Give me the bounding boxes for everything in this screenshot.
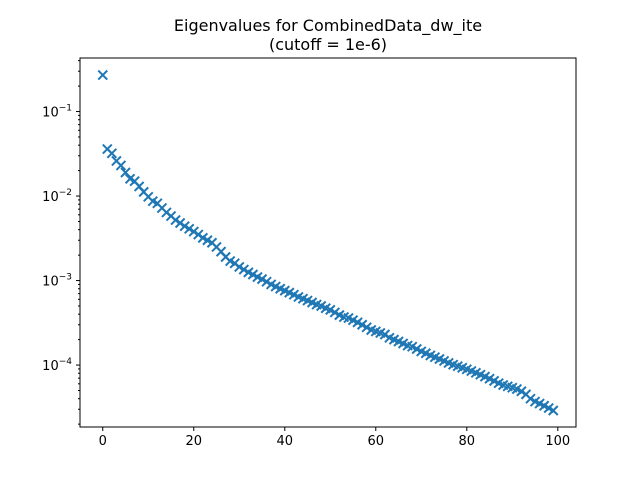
y-tick-label: 10−1 [42,104,72,121]
x-tick-label: 60 [368,434,385,449]
y-tick-label: 10−3 [42,273,72,290]
y-tick-label: 10−2 [42,188,72,205]
x-tick-label: 40 [276,434,293,449]
x-tick-label: 0 [99,434,107,449]
x-tick-label: 100 [545,434,570,449]
data-point [548,405,559,416]
data-point [115,160,127,171]
chart-title: Eigenvalues for CombinedData_dw_ite [174,16,482,36]
chart-subtitle: (cutoff = 1e-6) [269,35,387,54]
data-point [106,148,118,159]
data-point [170,214,181,226]
data-point [120,167,131,178]
data-point [188,226,199,237]
y-axis: 10−1 10−2 10−3 10−4 [42,60,80,425]
plot-area-frame [79,57,577,428]
data-point [97,69,108,81]
data-point [516,386,527,397]
y-tick-label: 10−4 [42,357,72,374]
x-axis: 0 20 40 60 80 100 [99,427,570,449]
x-tick-label: 20 [185,434,202,449]
x-tick-label: 80 [459,434,476,449]
data-series [97,69,559,416]
